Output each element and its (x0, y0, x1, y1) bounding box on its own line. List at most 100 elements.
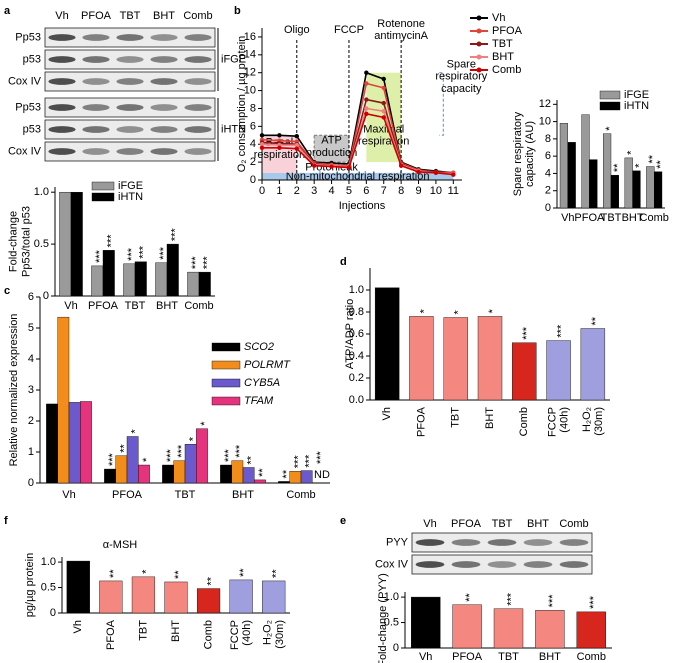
point (364, 81, 369, 86)
bar (104, 468, 116, 484)
significance: *** (521, 326, 533, 340)
significance: ** (281, 469, 293, 478)
blot-band (116, 56, 144, 63)
legend-label: iHTN (624, 100, 649, 112)
y-tick-label: 10 (244, 84, 256, 96)
y-tick-label: 0.5 (384, 616, 399, 628)
bar (610, 174, 619, 209)
significance: ** (655, 159, 667, 168)
legend-swatch (211, 360, 241, 370)
blot-band (150, 78, 178, 85)
row-label: Cox IV (8, 145, 42, 157)
y-tick-label: 0.5 (34, 238, 49, 250)
x-tick-label: H₂O₂(30m) (581, 407, 605, 436)
significance: *** (170, 228, 182, 242)
y-axis-label: pg/µg protein (24, 553, 36, 617)
legend-label: PFOA (492, 25, 523, 37)
bar (123, 263, 136, 297)
blot-band (116, 126, 144, 133)
x-tick-label: BHT (622, 212, 644, 224)
x-tick-label: Comb (640, 212, 669, 224)
y-tick-label: 5 (28, 322, 34, 334)
lane-label: BHT (527, 518, 549, 530)
x-tick-label: 4 (329, 185, 335, 197)
significance: *** (138, 245, 150, 259)
legend-swatch (91, 192, 115, 202)
legend-marker (476, 15, 482, 21)
blot-band (150, 104, 178, 111)
significance: *** (106, 234, 118, 248)
legend-marker (476, 28, 482, 34)
blot-band (451, 539, 481, 546)
x-tick-label: TBT (601, 212, 622, 224)
y-axis-label: Fold-change (PYY) (377, 573, 389, 663)
legend-marker (476, 67, 482, 73)
bar (126, 436, 139, 484)
y-tick-label: 0 (50, 607, 56, 619)
bar (535, 610, 565, 649)
y-tick-label: 8 (545, 133, 551, 145)
region-label: Spare respiratory capacity (435, 59, 487, 95)
bar (102, 250, 115, 297)
row-label: Cox IV (375, 558, 409, 570)
blot-band (48, 56, 76, 63)
significance: ** (205, 576, 217, 585)
point (381, 85, 386, 91)
bar (196, 588, 221, 614)
significance: *** (547, 594, 559, 608)
y-axis-label: Spare respiratory (512, 111, 524, 196)
x-tick-label: FCCP(40h) (229, 620, 253, 650)
significance: *** (190, 256, 202, 270)
series-line (262, 71, 454, 174)
region-atp (313, 134, 350, 163)
x-tick-label: BHT (539, 651, 561, 663)
x-tick-label: 0 (259, 185, 265, 197)
lane-label: Vh (55, 10, 68, 22)
y-tick-label: 6 (250, 120, 256, 132)
blot-band (150, 34, 178, 41)
significance: ** (647, 154, 659, 163)
lane-label: TBT (120, 10, 141, 22)
y-tick-label: 1.0 (41, 556, 56, 568)
significance: ** (108, 569, 120, 578)
x-tick-label: Vh (381, 407, 393, 420)
legend-label: Comb (492, 64, 521, 76)
bar (99, 580, 123, 614)
significance: *** (223, 448, 235, 462)
group-label: iFGE (221, 53, 246, 65)
blot-band (82, 78, 110, 85)
nd-label: ND (314, 469, 330, 481)
x-tick-label: FCCP(40h) (546, 407, 570, 437)
bar (196, 428, 208, 484)
blot-band (487, 539, 517, 546)
significance: * (633, 163, 645, 168)
lane-label: Comb (559, 518, 588, 530)
point (416, 169, 421, 175)
y-tick-label: 0 (545, 202, 551, 214)
x-tick-label: Comb (518, 407, 530, 436)
point (433, 170, 439, 176)
spare-bracket (439, 72, 444, 136)
significance: ** (246, 455, 258, 464)
bar (589, 159, 598, 209)
blot-band (451, 561, 481, 568)
x-tick-label: 10 (430, 185, 442, 197)
row-label: p53 (23, 123, 41, 135)
region-label: Maximal respiration (358, 123, 409, 147)
panel-letter: c (4, 285, 10, 297)
significance: ** (590, 316, 602, 325)
blot-band (523, 539, 553, 546)
significance: * (453, 310, 465, 315)
y-tick-label: 6 (28, 291, 34, 303)
point (277, 145, 282, 151)
significance: * (604, 126, 616, 131)
bar (166, 243, 179, 297)
bar (567, 142, 576, 209)
x-tick-label: PFOA (112, 489, 143, 501)
significance: * (487, 308, 499, 313)
legend-label: Vh (492, 12, 505, 24)
y-axis-label: capacity (AU) (524, 121, 536, 187)
x-tick-label: BHT (156, 300, 178, 312)
significance: *** (505, 592, 517, 606)
significance: *** (315, 450, 327, 464)
